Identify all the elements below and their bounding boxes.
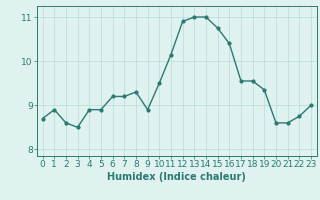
X-axis label: Humidex (Indice chaleur): Humidex (Indice chaleur): [108, 172, 246, 182]
